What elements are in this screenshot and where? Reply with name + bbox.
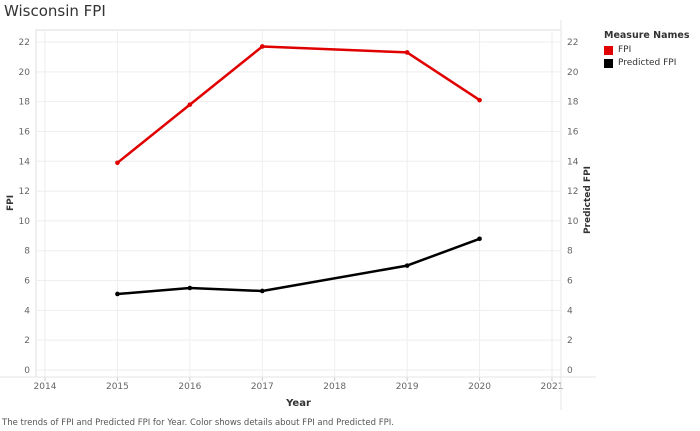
data-point-predicted-fpi xyxy=(187,285,193,291)
data-point-predicted-fpi xyxy=(259,288,265,294)
data-point-predicted-fpi xyxy=(115,291,120,297)
y-axis-title: FPI xyxy=(6,195,16,211)
x-tick-label: 2015 xyxy=(106,382,129,392)
y-tick-label: 8 xyxy=(24,247,30,257)
y2-tick-label: 18 xyxy=(567,98,579,108)
legend-label-fpi: FPI xyxy=(618,45,632,55)
y-tick-label: 10 xyxy=(19,217,31,227)
data-point-fpi xyxy=(404,50,410,55)
x-tick-label: 2017 xyxy=(251,382,274,392)
plot-area xyxy=(35,29,562,378)
legend: Measure Names FPI Predicted FPI xyxy=(604,30,690,71)
x-tick-label: 2021 xyxy=(541,382,564,392)
y-tick-label: 18 xyxy=(19,98,31,108)
y2-tick-label: 6 xyxy=(567,277,573,287)
x-axis-title: Year xyxy=(285,398,311,409)
y-tick-label: 2 xyxy=(24,336,30,346)
x-tick-label: 2018 xyxy=(323,382,346,392)
data-point-fpi xyxy=(259,44,265,49)
y2-tick-label: 14 xyxy=(567,157,579,167)
y2-tick-label: 4 xyxy=(567,306,573,316)
y-tick-label: 22 xyxy=(19,38,30,48)
y-tick-label: 6 xyxy=(24,277,30,287)
y2-tick-label: 8 xyxy=(567,247,573,257)
legend-item-predicted-fpi[interactable]: Predicted FPI xyxy=(604,58,690,68)
chart-title: Wisconsin FPI xyxy=(4,2,106,20)
y-tick-label: 14 xyxy=(19,157,31,167)
x-tick-label: 2016 xyxy=(178,382,201,392)
data-point-fpi xyxy=(115,160,120,166)
y2-tick-label: 20 xyxy=(567,68,579,78)
y-tick-label: 12 xyxy=(19,187,30,197)
legend-item-fpi[interactable]: FPI xyxy=(604,45,690,55)
legend-swatch-predicted-fpi xyxy=(604,58,613,68)
data-point-fpi xyxy=(477,97,482,103)
chart-caption: The trends of FPI and Predicted FPI for … xyxy=(2,418,394,428)
y-tick-label: 16 xyxy=(19,127,31,137)
data-point-predicted-fpi xyxy=(477,236,482,242)
y-tick-label: 20 xyxy=(19,68,31,78)
y-tick-label: 4 xyxy=(24,306,30,316)
y2-tick-label: 12 xyxy=(567,187,578,197)
x-tick-label: 2020 xyxy=(468,382,491,392)
x-tick-label: 2019 xyxy=(396,382,419,392)
y-tick-label: 0 xyxy=(24,366,30,376)
legend-title: Measure Names xyxy=(604,30,690,41)
y2-tick-label: 22 xyxy=(567,38,578,48)
data-point-predicted-fpi xyxy=(404,263,410,268)
data-point-fpi xyxy=(187,102,193,107)
legend-label-predicted-fpi: Predicted FPI xyxy=(618,58,677,68)
y2-tick-label: 2 xyxy=(567,336,573,346)
legend-swatch-fpi xyxy=(604,45,613,55)
y2-axis-title: Predicted FPI xyxy=(583,166,593,234)
y2-tick-label: 0 xyxy=(567,366,573,376)
y2-tick-label: 10 xyxy=(567,217,579,227)
x-tick-label: 2014 xyxy=(34,382,57,392)
y2-tick-label: 16 xyxy=(567,127,579,137)
